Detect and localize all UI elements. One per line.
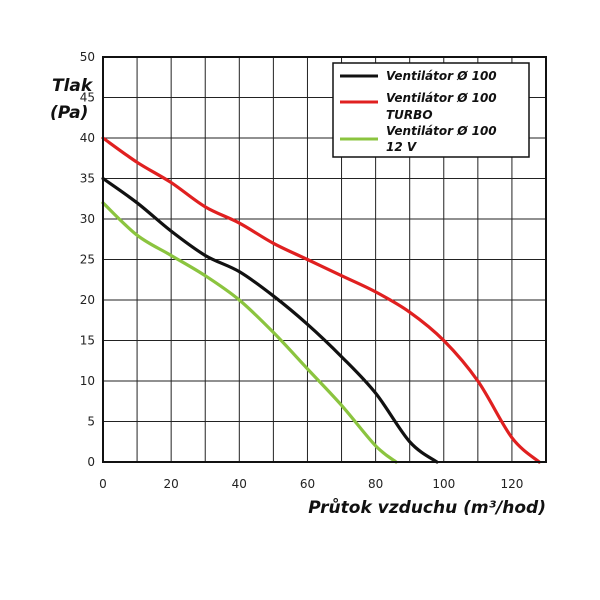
x-tick-label: 0: [99, 477, 107, 491]
series-line-black: [101, 176, 439, 464]
legend-label-green-line2: 12 V: [386, 140, 418, 154]
legend: Ventilátor Ø 100 Ventilátor Ø 100 TURBO …: [332, 62, 530, 158]
y-tick-label: 10: [80, 374, 95, 388]
x-tick-label: 60: [300, 477, 315, 491]
legend-label-red-line2: TURBO: [386, 108, 433, 122]
x-tick-label: 40: [232, 477, 247, 491]
y-tick-label: 25: [80, 253, 95, 267]
y-tick-label: 30: [80, 212, 95, 226]
y-tick-label: 40: [80, 131, 95, 145]
tick-labels: 0 20 40 60 80 100 120 0 5 10 15 20 25 30 35 40 45 50: [80, 50, 524, 491]
x-tick-label: 100: [432, 477, 455, 491]
y-axis-title-line1: Tlak: [52, 76, 94, 96]
x-tick-label: 20: [164, 477, 179, 491]
series-line-green: [101, 201, 398, 464]
plot-frame: [102, 56, 547, 463]
y-tick-label: 45: [80, 91, 95, 105]
x-tick-label: 80: [368, 477, 383, 491]
x-tick-label: 120: [500, 477, 523, 491]
x-axis-title: Průtok vzduchu (m³/hod): [308, 497, 546, 518]
y-tick-label: 50: [80, 50, 95, 64]
y-tick-label: 15: [80, 334, 95, 348]
series-line-red: [101, 136, 541, 464]
y-tick-label: 5: [87, 415, 95, 429]
y-tick-label: 0: [87, 455, 95, 469]
y-tick-label: 35: [80, 172, 95, 186]
legend-label-black: Ventilátor Ø 100: [386, 69, 497, 83]
y-tick-label: 20: [80, 293, 95, 307]
series-lines: [101, 136, 541, 464]
y-axis-title-line2: (Pa): [50, 103, 88, 123]
legend-box: [332, 62, 530, 158]
legend-label-green: Ventilátor Ø 100: [386, 124, 497, 138]
legend-label-red: Ventilátor Ø 100: [386, 91, 497, 105]
